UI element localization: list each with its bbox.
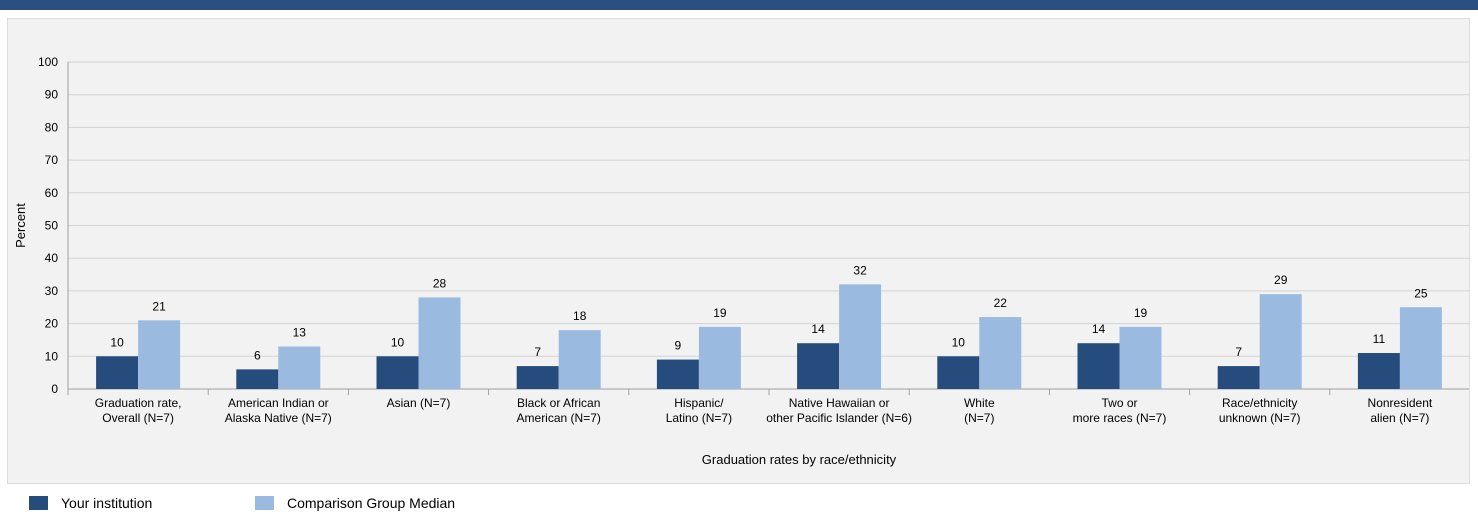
y-axis-title: Percent xyxy=(13,203,28,248)
data-label-institution: 7 xyxy=(534,345,541,359)
bar-institution xyxy=(1077,343,1120,389)
y-tick-label: 80 xyxy=(45,120,59,134)
bar-median xyxy=(138,320,181,389)
x-tick-label: Graduation rate, Overall (N=7) xyxy=(95,396,182,425)
data-label-institution: 10 xyxy=(110,335,124,349)
data-label-institution: 9 xyxy=(675,339,682,353)
data-label-institution: 6 xyxy=(254,348,261,362)
y-tick-label: 10 xyxy=(45,349,59,363)
chart-panel: 0 10 20 30 40 50 60 70 80 90 100 10 6 10 7 9 14 10 14 7 11 21… xyxy=(7,18,1470,484)
bar-institution xyxy=(1357,353,1400,389)
bar-institution xyxy=(96,356,139,389)
x-tick-label: Race/ethnicity unknown (N=7) xyxy=(1219,396,1301,425)
bar-median xyxy=(698,326,741,389)
y-tick-label: 0 xyxy=(51,382,58,396)
bar-chart: 0 10 20 30 40 50 60 70 80 90 100 10 6 10 7 9 14 10 14 7 11 21… xyxy=(13,55,1469,467)
data-label-median: 25 xyxy=(1414,286,1428,300)
y-tick-label: 30 xyxy=(45,284,59,298)
legend-swatch-institution xyxy=(29,496,48,510)
x-tick-label: White (N=7) xyxy=(964,396,995,425)
bar-median xyxy=(558,330,601,389)
x-tick-label: Hispanic/Latino (N=7) xyxy=(666,396,732,425)
bar-median xyxy=(1259,294,1302,389)
data-label-median: 21 xyxy=(152,299,166,313)
bar-institution xyxy=(797,343,840,389)
data-label-median: 28 xyxy=(433,276,447,290)
y-tick-label: 20 xyxy=(45,317,59,331)
bar-median xyxy=(1119,326,1162,389)
y-tick-label: 90 xyxy=(45,88,59,102)
data-label-median: 29 xyxy=(1274,273,1288,287)
bar-institution xyxy=(937,356,980,389)
legend-swatch-median xyxy=(255,496,274,510)
legend-item-median: Comparison Group Median xyxy=(255,494,455,512)
data-label-institution: 11 xyxy=(1373,332,1386,346)
bar-institution xyxy=(656,359,699,389)
header-bar xyxy=(0,0,1478,10)
bar-median xyxy=(839,284,882,389)
data-label-median: 32 xyxy=(853,263,867,277)
data-label-median: 13 xyxy=(293,325,307,339)
x-tick-label: Asian (N=7) xyxy=(387,396,451,410)
x-tick-label: Nonresident alien (N=7) xyxy=(1368,396,1433,425)
y-tick-label: 100 xyxy=(38,55,58,69)
data-label-median: 18 xyxy=(573,309,587,323)
data-label-institution: 10 xyxy=(952,335,966,349)
x-tick-label: Black or African American (N=7) xyxy=(517,396,601,425)
x-tick-label: Two or more races (N=7) xyxy=(1073,396,1167,425)
data-label-median: 22 xyxy=(994,296,1008,310)
data-label-institution: 14 xyxy=(811,322,825,336)
data-label-institution: 7 xyxy=(1235,345,1242,359)
y-tick-label: 50 xyxy=(45,219,59,233)
bar-institution xyxy=(236,369,279,389)
x-axis-title: Graduation rates by race/ethnicity xyxy=(702,452,897,467)
x-tick-label: American Indian or Alaska Native (N=7) xyxy=(225,396,332,425)
bar-median xyxy=(1399,307,1442,389)
data-label-institution: 10 xyxy=(391,335,405,349)
bar-institution xyxy=(516,366,559,389)
x-tick-label: Native Hawaiian or other Pacific Islander… xyxy=(766,396,912,425)
bar-median xyxy=(979,317,1022,389)
bar-institution xyxy=(376,356,419,389)
legend-label-median: Comparison Group Median xyxy=(287,495,456,511)
y-tick-label: 60 xyxy=(45,186,59,200)
y-tick-label: 40 xyxy=(45,251,59,265)
data-label-institution: 14 xyxy=(1092,322,1106,336)
data-label-median: 19 xyxy=(713,306,727,320)
legend-label-institution: Your institution xyxy=(61,495,153,511)
bar-median xyxy=(418,297,461,389)
legend-item-institution: Your institution xyxy=(29,494,152,512)
bar-institution xyxy=(1217,366,1260,389)
data-label-median: 19 xyxy=(1134,306,1148,320)
bar-median xyxy=(278,346,321,389)
y-tick-label: 70 xyxy=(45,153,59,167)
